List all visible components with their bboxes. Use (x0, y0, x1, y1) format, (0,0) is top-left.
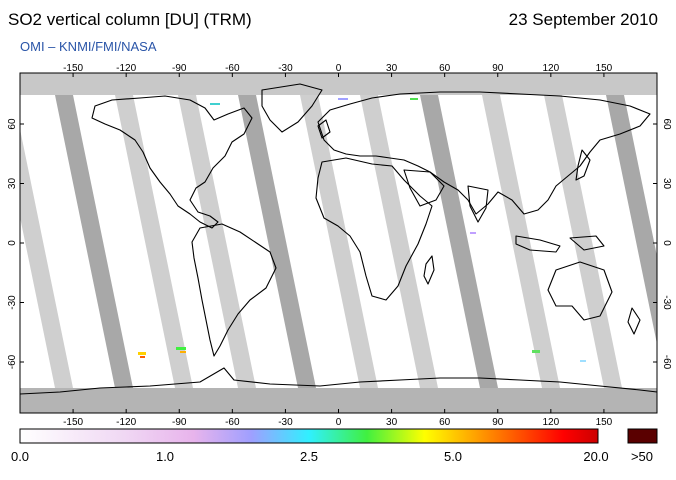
lon-label-bottom: 0 (336, 417, 342, 428)
lon-label-bottom: -90 (172, 417, 187, 428)
so2-retrieval-speckles (138, 98, 586, 362)
colorbar-label-3: 5.0 (443, 449, 463, 464)
orbit-gap-band (178, 95, 256, 388)
lon-label-top: 120 (542, 63, 559, 74)
data-credit: OMI – KNMI/FMI/NASA (20, 39, 157, 54)
colorbar-overflow-label: >50 (630, 449, 654, 464)
orbit-gap-band (420, 95, 498, 388)
lon-label-top: -150 (63, 63, 83, 74)
lat-label-right: 60 (661, 118, 672, 130)
colorbar-label-4: 20.0 (583, 449, 609, 464)
lon-label-top: -90 (172, 63, 187, 74)
lon-label-top: 90 (492, 63, 504, 74)
lon-label-bottom: 90 (492, 417, 504, 428)
lon-label-bottom: -30 (278, 417, 293, 428)
lat-label-left: 30 (7, 178, 18, 190)
longitude-ticks-top: -150 -120 -90 -60 -30 0 30 60 90 120 150 (63, 63, 613, 77)
lon-label-top: 0 (336, 63, 342, 74)
lat-label-right: -30 (661, 295, 672, 310)
lon-label-bottom: 150 (596, 417, 613, 428)
lat-label-right: 0 (661, 240, 672, 246)
latitude-ticks-left: 60 30 0 -30 -60 (7, 118, 24, 369)
colorbar (19, 428, 599, 444)
colorbar-label-2: 2.5 (299, 449, 319, 464)
orbit-gap-band (300, 95, 378, 388)
lon-label-bottom: 120 (542, 417, 559, 428)
orbit-swath-gaps (20, 95, 657, 388)
lon-label-top: -30 (278, 63, 293, 74)
lon-label-bottom: -120 (116, 417, 136, 428)
lon-label-bottom: 60 (439, 417, 451, 428)
lat-label-right: -60 (661, 355, 672, 370)
orbit-gap-band (115, 95, 193, 388)
longitude-ticks-bottom: -150 -120 -90 -60 -30 0 30 60 90 120 150 (63, 409, 613, 428)
lat-label-left: 0 (7, 240, 18, 246)
map-date: 23 September 2010 (508, 10, 658, 29)
latitude-ticks-right: 60 30 0 -30 -60 (653, 118, 672, 370)
lon-label-top: 60 (439, 63, 451, 74)
lon-label-top: 150 (596, 63, 613, 74)
orbit-gap-band (544, 95, 622, 388)
coastlines (20, 83, 657, 395)
lon-label-top: 30 (386, 63, 398, 74)
orbit-gap-band (238, 95, 316, 388)
polar-nodata-south (20, 388, 657, 413)
polar-nodata-north (20, 73, 657, 95)
colorbar-label-1: 1.0 (155, 449, 175, 464)
lon-label-top: -120 (116, 63, 136, 74)
orbit-gap-band (606, 95, 657, 345)
lon-label-bottom: 30 (386, 417, 398, 428)
orbit-gap-band (360, 95, 438, 388)
orbit-gap-band (55, 95, 133, 388)
orbit-gap-band (482, 95, 560, 388)
lon-label-bottom: -150 (63, 417, 83, 428)
lat-label-left: -60 (7, 354, 18, 369)
lat-label-right: 30 (661, 178, 672, 190)
lon-label-top: -60 (225, 63, 240, 74)
lat-label-left: 60 (7, 118, 18, 130)
colorbar-overflow-box (627, 428, 658, 444)
lat-label-left: -30 (7, 295, 18, 310)
colorbar-label-0: 0.0 (10, 449, 30, 464)
map-title: SO2 vertical column [DU] (TRM) (8, 10, 252, 29)
lon-label-bottom: -60 (225, 417, 240, 428)
orbit-gap-band (20, 129, 73, 388)
